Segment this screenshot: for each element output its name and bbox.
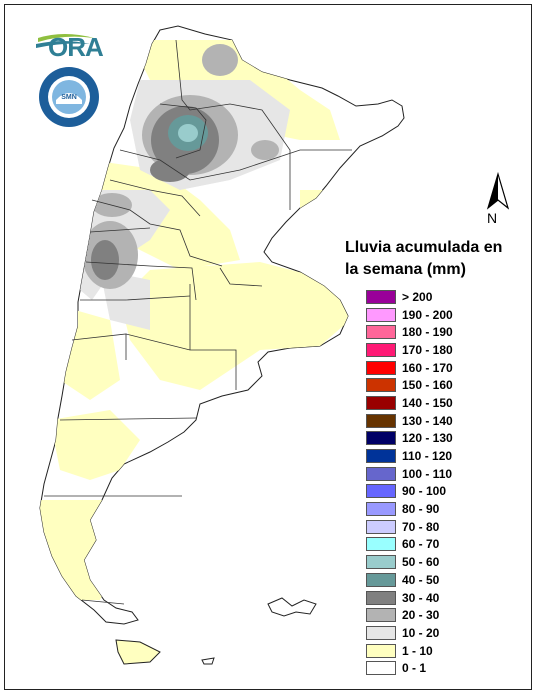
legend-item: 70 - 80: [366, 518, 453, 536]
legend-swatch: [366, 289, 396, 304]
legend-item: 180 - 190: [366, 323, 453, 341]
legend-item: 40 - 50: [366, 571, 453, 589]
legend-swatch: [366, 413, 396, 428]
malvinas-islands: [267, 597, 317, 617]
legend-swatch: [366, 555, 396, 570]
legend-swatch: [366, 661, 396, 676]
legend-label: > 200: [402, 289, 433, 304]
ora-logo: [36, 34, 94, 48]
legend-swatch: [366, 625, 396, 640]
legend-item: 60 - 70: [366, 536, 453, 554]
legend-swatch: [366, 466, 396, 481]
legend-item: 30 - 40: [366, 589, 453, 607]
province-boundaries: [44, 39, 352, 605]
legend-item: 160 - 170: [366, 359, 453, 377]
legend-swatch: [366, 378, 396, 393]
legend-label: 190 - 200: [402, 307, 453, 322]
legend: > 200 190 - 200 180 - 190 170 - 180 160 - 17…: [366, 288, 453, 677]
north-arrow-icon: [486, 172, 510, 210]
legend-swatch: [366, 395, 396, 410]
legend-label: 160 - 170: [402, 360, 453, 375]
legend-label: 40 - 50: [402, 572, 440, 587]
legend-item: 190 - 200: [366, 306, 453, 324]
legend-label: 100 - 110: [402, 466, 453, 481]
legend-swatch: [366, 590, 396, 605]
legend-label: 110 - 120: [402, 449, 453, 464]
legend-label: 80 - 90: [402, 502, 440, 517]
legend-item: 0 - 1: [366, 659, 453, 677]
legend-item: 150 - 160: [366, 376, 453, 394]
legend-item: 110 - 120: [366, 447, 453, 465]
legend-swatch: [366, 643, 396, 658]
legend-item: 50 - 60: [366, 553, 453, 571]
legend-title: Lluvia acumulada en la semana (mm): [345, 239, 503, 278]
legend-swatch: [366, 307, 396, 322]
legend-swatch: [366, 431, 396, 446]
legend-item: 130 - 140: [366, 412, 453, 430]
legend-label: 170 - 180: [402, 342, 453, 357]
legend-label: 20 - 30: [402, 608, 440, 623]
legend-label: 10 - 20: [402, 625, 440, 640]
legend-label: 1 - 10: [402, 643, 433, 658]
legend-label: 130 - 140: [402, 413, 453, 428]
legend-label: 140 - 150: [402, 395, 453, 410]
legend-swatch: [366, 484, 396, 499]
legend-swatch: [366, 537, 396, 552]
legend-label: 50 - 60: [402, 555, 440, 570]
legend-label: 90 - 100: [402, 484, 447, 499]
legend-swatch: [366, 449, 396, 464]
smn-seal-icon: SMN: [39, 67, 99, 127]
legend-swatch: [366, 325, 396, 340]
legend-item: > 200: [366, 288, 453, 306]
legend-label: 70 - 80: [402, 519, 440, 534]
legend-label: 30 - 40: [402, 590, 440, 605]
legend-swatch: [366, 360, 396, 375]
north-label: N: [487, 210, 498, 226]
legend-item: 90 - 100: [366, 483, 453, 501]
legend-label: 150 - 160: [402, 378, 453, 393]
legend-item: 20 - 30: [366, 606, 453, 624]
legend-swatch: [366, 608, 396, 623]
legend-item: 1 - 10: [366, 642, 453, 660]
legend-label: 0 - 1: [402, 661, 427, 676]
legend-swatch: [366, 572, 396, 587]
legend-swatch: [366, 342, 396, 357]
svg-text:SMN: SMN: [61, 94, 77, 101]
legend-item: 170 - 180: [366, 341, 453, 359]
legend-swatch: [366, 502, 396, 517]
legend-item: 120 - 130: [366, 430, 453, 448]
legend-swatch: [366, 519, 396, 534]
isla-estados: [201, 657, 215, 665]
ora-logo-text: ORA: [48, 32, 104, 62]
legend-label: 60 - 70: [402, 537, 440, 552]
legend-item: 100 - 110: [366, 465, 453, 483]
legend-label: 180 - 190: [402, 325, 453, 340]
tierra-del-fuego: [115, 639, 161, 665]
legend-label: 120 - 130: [402, 431, 453, 446]
legend-item: 10 - 20: [366, 624, 453, 642]
legend-item: 140 - 150: [366, 394, 453, 412]
legend-item: 80 - 90: [366, 500, 453, 518]
